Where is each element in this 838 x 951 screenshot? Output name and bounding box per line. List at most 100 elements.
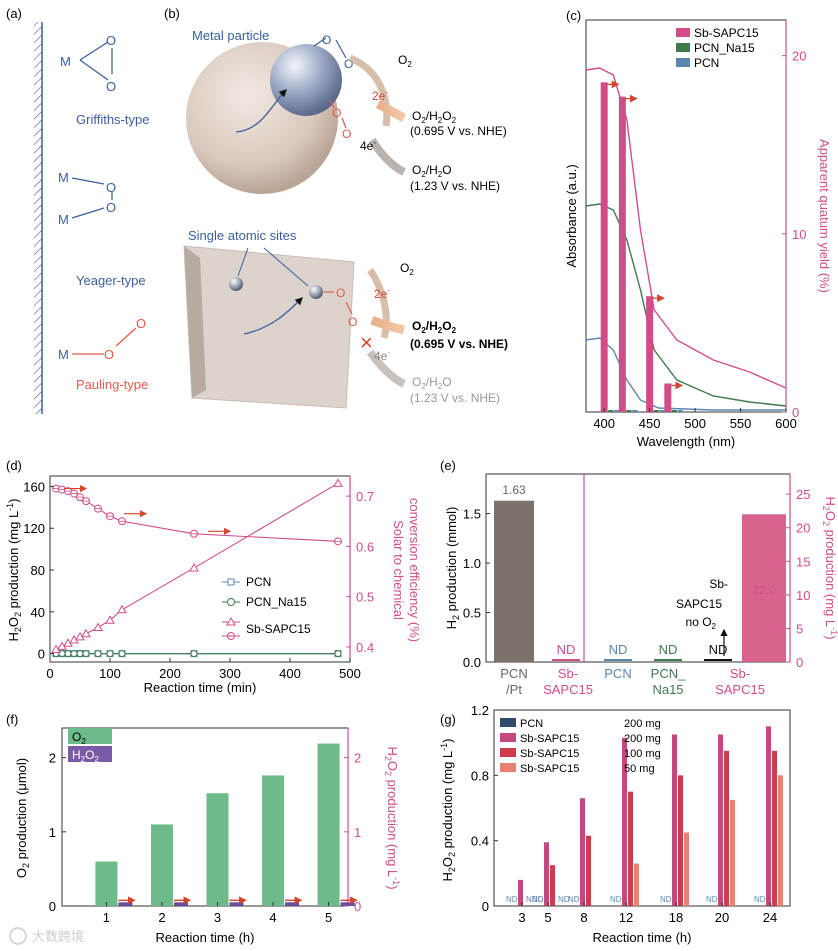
aqy-bar-pcn-3 [677, 410, 683, 412]
g-ytick-label-0: 0 [482, 899, 489, 914]
g-bar-1-4 [672, 734, 677, 906]
g-ytick-label-2: 0.8 [471, 768, 489, 783]
legend-text-f-0: O [72, 730, 81, 744]
legend-f: O2 H2O2 [68, 728, 112, 764]
f-rtick-label-1: 1 [354, 825, 361, 840]
e-nd-label-0: ND [557, 642, 576, 657]
legend-marker-d-0 [227, 578, 235, 586]
panel-label-b: (b) [164, 6, 180, 21]
adsorbed-o2-side [329, 99, 347, 129]
v2-label-top: (1.23 V vs. NHE) [410, 179, 500, 193]
o-top-2: O [344, 57, 353, 71]
d-xtick-label-1: 100 [99, 666, 121, 681]
d-ytick-label-2: 80 [31, 563, 45, 578]
aqy-bar-pcn-1 [632, 410, 638, 412]
d-point-2-10 [333, 478, 343, 487]
watermark-text: 大数跨境 [32, 930, 84, 945]
o2-text-top: O [398, 53, 407, 67]
e-ltick-label-1: 0.5 [463, 606, 481, 621]
f-bar-o2-3 [262, 775, 285, 906]
f-bar-h2o2-1 [173, 902, 188, 906]
d-point-1-6 [94, 650, 102, 658]
g-nd-50-0: ND [532, 895, 544, 904]
g-bar-3-3 [634, 863, 639, 906]
note-e-1: Sb- [709, 577, 728, 591]
e-ltick-label-2: 1.0 [463, 556, 481, 571]
g-bar-2-1 [550, 865, 555, 906]
e-ltick-label-0: 0.0 [463, 655, 481, 670]
griffiths-type-label: Griffiths-type [76, 112, 149, 127]
ylabel-left-f: O2 production (μmol) [14, 758, 31, 878]
single-atom-2 [309, 285, 323, 299]
f-ytick-label-1: 1 [49, 825, 56, 840]
y-right-ticks-c: 0 10 20 [782, 49, 806, 420]
g-nd-pcn-2: ND [568, 895, 580, 904]
o-top-1: O [322, 33, 331, 47]
legend-label-d-0: PCN [246, 575, 271, 589]
e-bar-h2-0 [494, 500, 534, 662]
g-xtick-label-4: 18 [669, 910, 683, 925]
d-point-1-3 [70, 650, 78, 658]
watermark: 大数跨境 [9, 927, 84, 945]
d-rtick-label-3: 0.7 [356, 489, 374, 504]
aqy-bar-na15-2 [653, 410, 659, 412]
f-bar-o2-1 [150, 824, 173, 906]
pointer-2 [263, 247, 309, 287]
y-tick-label-c-0: 0 [792, 405, 799, 420]
v1-label-bottom: (0.695 V vs. NHE) [410, 337, 508, 351]
legend-swatch-c-0 [676, 28, 690, 37]
e-rtick-label-4: 20 [796, 521, 810, 536]
note-e-3: no O2 [686, 615, 717, 631]
panel-label-a: (a) [6, 6, 22, 21]
adsorbed-o2-top [313, 37, 347, 59]
g-bar-1-1 [544, 842, 549, 906]
ylabel-right-e: H2O2 production (mg L-1) [821, 496, 838, 639]
aqy-bar-3 [664, 383, 672, 412]
f-bar-o2-4 [317, 743, 340, 906]
ylabel-right-c: Apparent quatum yield (%) [817, 139, 832, 293]
g-xtick-label-5: 20 [715, 910, 729, 925]
x-tick-label-c-3: 550 [730, 416, 752, 431]
g-nd-pcn-4: ND [660, 895, 672, 904]
o-bottom-1: O [336, 286, 345, 300]
legend-label-c-2: PCN [694, 56, 719, 70]
ticks-f: 1 2 3 4 5 0 1 2 0 1 2 [49, 751, 361, 925]
absorbance-curve-0 [585, 67, 787, 389]
g-bar-3-6 [778, 775, 783, 906]
d-point-1-9 [190, 650, 198, 658]
legend-label-f-1: H2O2 [72, 748, 99, 764]
f-bar-h2o2-4 [340, 902, 355, 906]
two-e-label-bottom: 2e- [374, 286, 390, 301]
d-point-1-5 [82, 650, 90, 658]
e-cat-label-4: Sb- [730, 666, 750, 681]
g-legend-name-0: PCN [520, 718, 543, 730]
g-bar-1-2 [580, 798, 585, 906]
e-rtick-label-3: 15 [796, 554, 810, 569]
g-legend-mass-1: 200 mg [624, 733, 661, 745]
aqy-bars [600, 80, 684, 413]
e-cat-label2-4: SAPC15 [715, 682, 765, 697]
g-legend-mass-2: 100 mg [624, 748, 661, 760]
f-bar-h2o2-2 [229, 902, 244, 906]
g-ytick-label-1: 0.4 [471, 834, 489, 849]
g-bar-1-6 [766, 726, 771, 906]
e-cat-label-1: Sb- [558, 666, 578, 681]
aqy-bar-0 [600, 82, 608, 412]
g-legend-name-3: Sb-SAPC15 [520, 763, 579, 775]
legend-label-d-1: PCN_Na15 [246, 595, 307, 609]
adsorbed-o2-bottom [324, 291, 353, 315]
o-bottom-2: O [348, 315, 357, 329]
g-legend-swatch-2 [500, 748, 516, 757]
panel-label-g: (g) [440, 712, 456, 727]
o-side-1: O [332, 106, 341, 120]
d-rtick-label-0: 0.4 [356, 640, 374, 655]
two-e-text-top: 2e [372, 89, 386, 103]
o2-label-bottom: O2 [400, 261, 414, 277]
four-e-arrow-top [368, 137, 406, 176]
plot-e-bars: ND ND ND ND [494, 500, 786, 662]
legend-swatch-f-1 [68, 746, 112, 762]
g-bar-2-2 [586, 835, 591, 906]
